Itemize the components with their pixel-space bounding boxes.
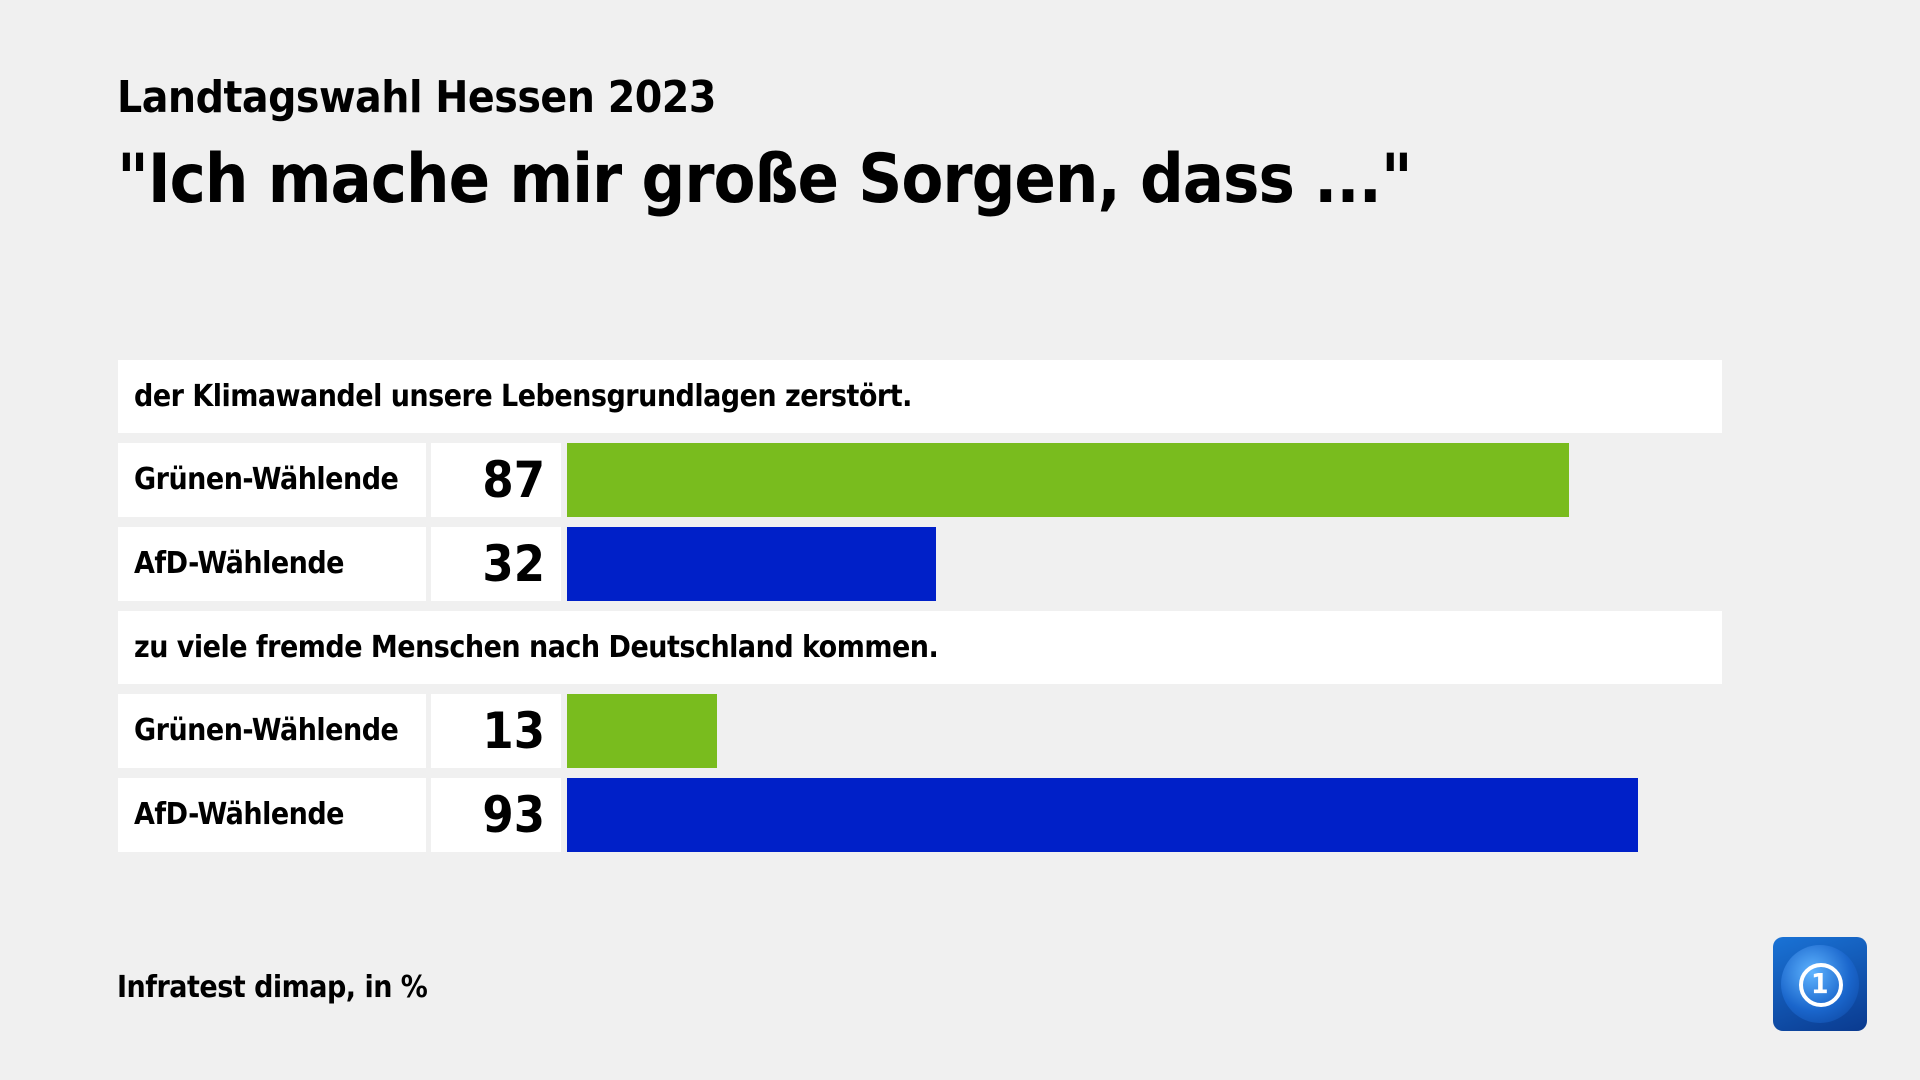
chart-title: "Ich mache mir große Sorgen, dass ..." bbox=[117, 140, 1413, 219]
row-label-text: AfD-Wählende bbox=[134, 797, 345, 832]
question-2: zu viele fremde Menschen nach Deutschlan… bbox=[118, 611, 1722, 684]
row-value-text: 93 bbox=[482, 786, 545, 844]
row-label-text: Grünen-Wählende bbox=[134, 462, 399, 497]
row-label: AfD-Wählende bbox=[118, 778, 426, 852]
ring-icon bbox=[1799, 963, 1843, 1007]
tagesschau-logo-icon: 1 bbox=[1773, 937, 1867, 1031]
row-value-text: 87 bbox=[482, 451, 545, 509]
bar-afd-1 bbox=[567, 527, 936, 601]
bar-afd-2 bbox=[567, 778, 1639, 852]
question-2-text: zu viele fremde Menschen nach Deutschlan… bbox=[134, 630, 939, 665]
row-value: 32 bbox=[431, 527, 561, 601]
row-label: Grünen-Wählende bbox=[118, 694, 426, 768]
row-value: 13 bbox=[431, 694, 561, 768]
one-icon: 1 bbox=[1811, 967, 1829, 1000]
row-value: 93 bbox=[431, 778, 561, 852]
row-label-text: Grünen-Wählende bbox=[134, 713, 399, 748]
row-value: 87 bbox=[431, 443, 561, 517]
bar-gruene-1 bbox=[567, 443, 1570, 517]
bar-gruene-2 bbox=[567, 694, 717, 768]
row-value-text: 13 bbox=[482, 702, 545, 760]
row-value-text: 32 bbox=[482, 535, 545, 593]
row-label: AfD-Wählende bbox=[118, 527, 426, 601]
row-label-text: AfD-Wählende bbox=[134, 546, 345, 581]
source-note: Infratest dimap, in % bbox=[117, 970, 428, 1005]
chart-subtitle: Landtagswahl Hessen 2023 bbox=[117, 72, 716, 123]
row-label: Grünen-Wählende bbox=[118, 443, 426, 517]
question-1: der Klimawandel unsere Lebensgrundlagen … bbox=[118, 360, 1722, 433]
question-1-text: der Klimawandel unsere Lebensgrundlagen … bbox=[134, 379, 912, 414]
